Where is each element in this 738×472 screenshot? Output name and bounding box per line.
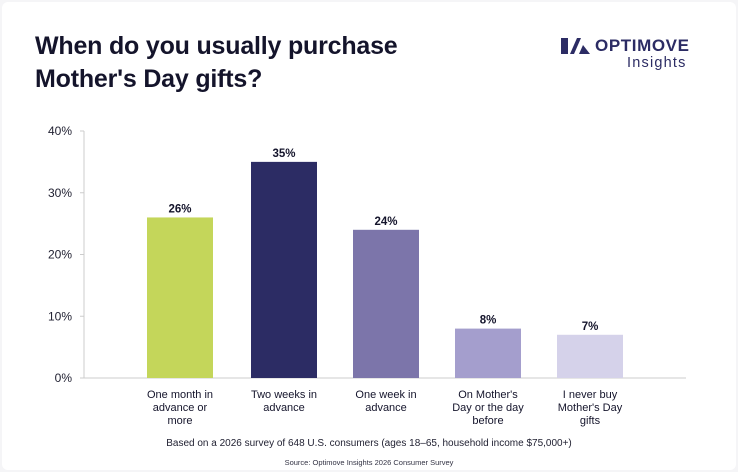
x-tick-label-line: advance (263, 402, 305, 414)
x-tick-label-line: Mother's Day (558, 402, 623, 414)
brand-logo: OPTIMOVE Insights (561, 36, 711, 76)
y-tick-label: 40% (48, 124, 72, 138)
y-tick-label: 30% (48, 186, 72, 200)
logo-subtitle: Insights (627, 55, 687, 71)
bar (557, 334, 623, 378)
data-label: 8% (480, 315, 497, 327)
x-tick-label: I never buy Mother's Day gifts (558, 389, 623, 427)
data-label: 24% (374, 216, 397, 228)
x-tick-label: On Mother's Day or the day before (452, 389, 524, 427)
bar (455, 328, 521, 378)
x-tick-label-line: One week in (355, 389, 416, 401)
data-label: 26% (168, 203, 191, 215)
x-tick-label-line: gifts (580, 415, 601, 427)
survey-footnote: Based on a 2026 survey of 648 U.S. consu… (166, 438, 572, 449)
y-tick-label: 0% (55, 371, 73, 385)
data-label: 7% (582, 321, 599, 333)
x-tick-label-line: advance or (153, 402, 208, 414)
x-tick-label-line: Two weeks in (251, 389, 317, 401)
x-tick-label-line: before (472, 415, 503, 427)
x-tick-label-line: more (167, 415, 192, 427)
optimove-logo-icon (561, 38, 590, 54)
x-tick-label-line: advance (365, 402, 407, 414)
y-tick-label: 20% (48, 248, 72, 262)
data-label: 35% (272, 148, 295, 160)
x-tick-label: Two weeks in advance (251, 389, 317, 414)
bar (353, 229, 419, 378)
x-tick-label-line: One month in (147, 389, 213, 401)
y-tick-label: 10% (48, 309, 72, 323)
x-tick-label-line: On Mother's (458, 389, 518, 401)
logo-name: OPTIMOVE (595, 36, 690, 55)
chart-title: When do you usually purchase Mother's Da… (35, 32, 398, 93)
x-tick-label: One week in advance (355, 389, 416, 414)
source-note: Source: Optimove Insights 2026 Consumer … (284, 458, 454, 467)
bar (147, 217, 213, 378)
x-tick-label-line: I never buy (563, 389, 618, 401)
bar (251, 161, 317, 378)
x-tick-label: One month in advance or more (147, 389, 213, 427)
x-tick-label-line: Day or the day (452, 402, 524, 414)
